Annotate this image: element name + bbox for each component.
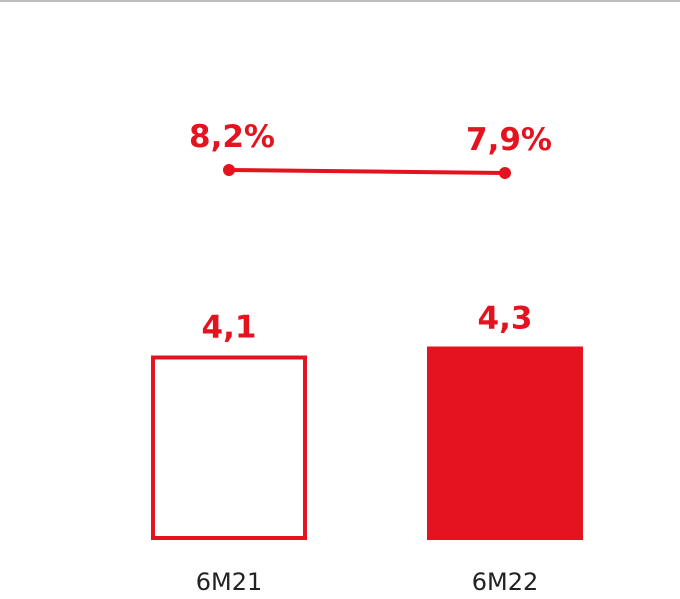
line-point [223, 164, 235, 176]
category-label: 6M21 [196, 568, 263, 596]
line-path [228, 168, 506, 175]
top-divider [0, 0, 680, 2]
line-value-label: 7,9% [466, 122, 552, 158]
line-point [499, 167, 511, 179]
bar-series [151, 346, 583, 540]
line-series [223, 164, 511, 179]
bar-value-label: 4,3 [478, 301, 533, 337]
bar-value-label: 4,1 [202, 310, 257, 346]
bar-6m22 [427, 346, 583, 540]
category-label: 6M22 [472, 568, 539, 596]
labels: 4,1 6M21 4,3 6M22 8,2% 7,9% [189, 119, 552, 596]
line-value-label: 8,2% [189, 119, 275, 155]
bar-6m21 [151, 355, 307, 540]
